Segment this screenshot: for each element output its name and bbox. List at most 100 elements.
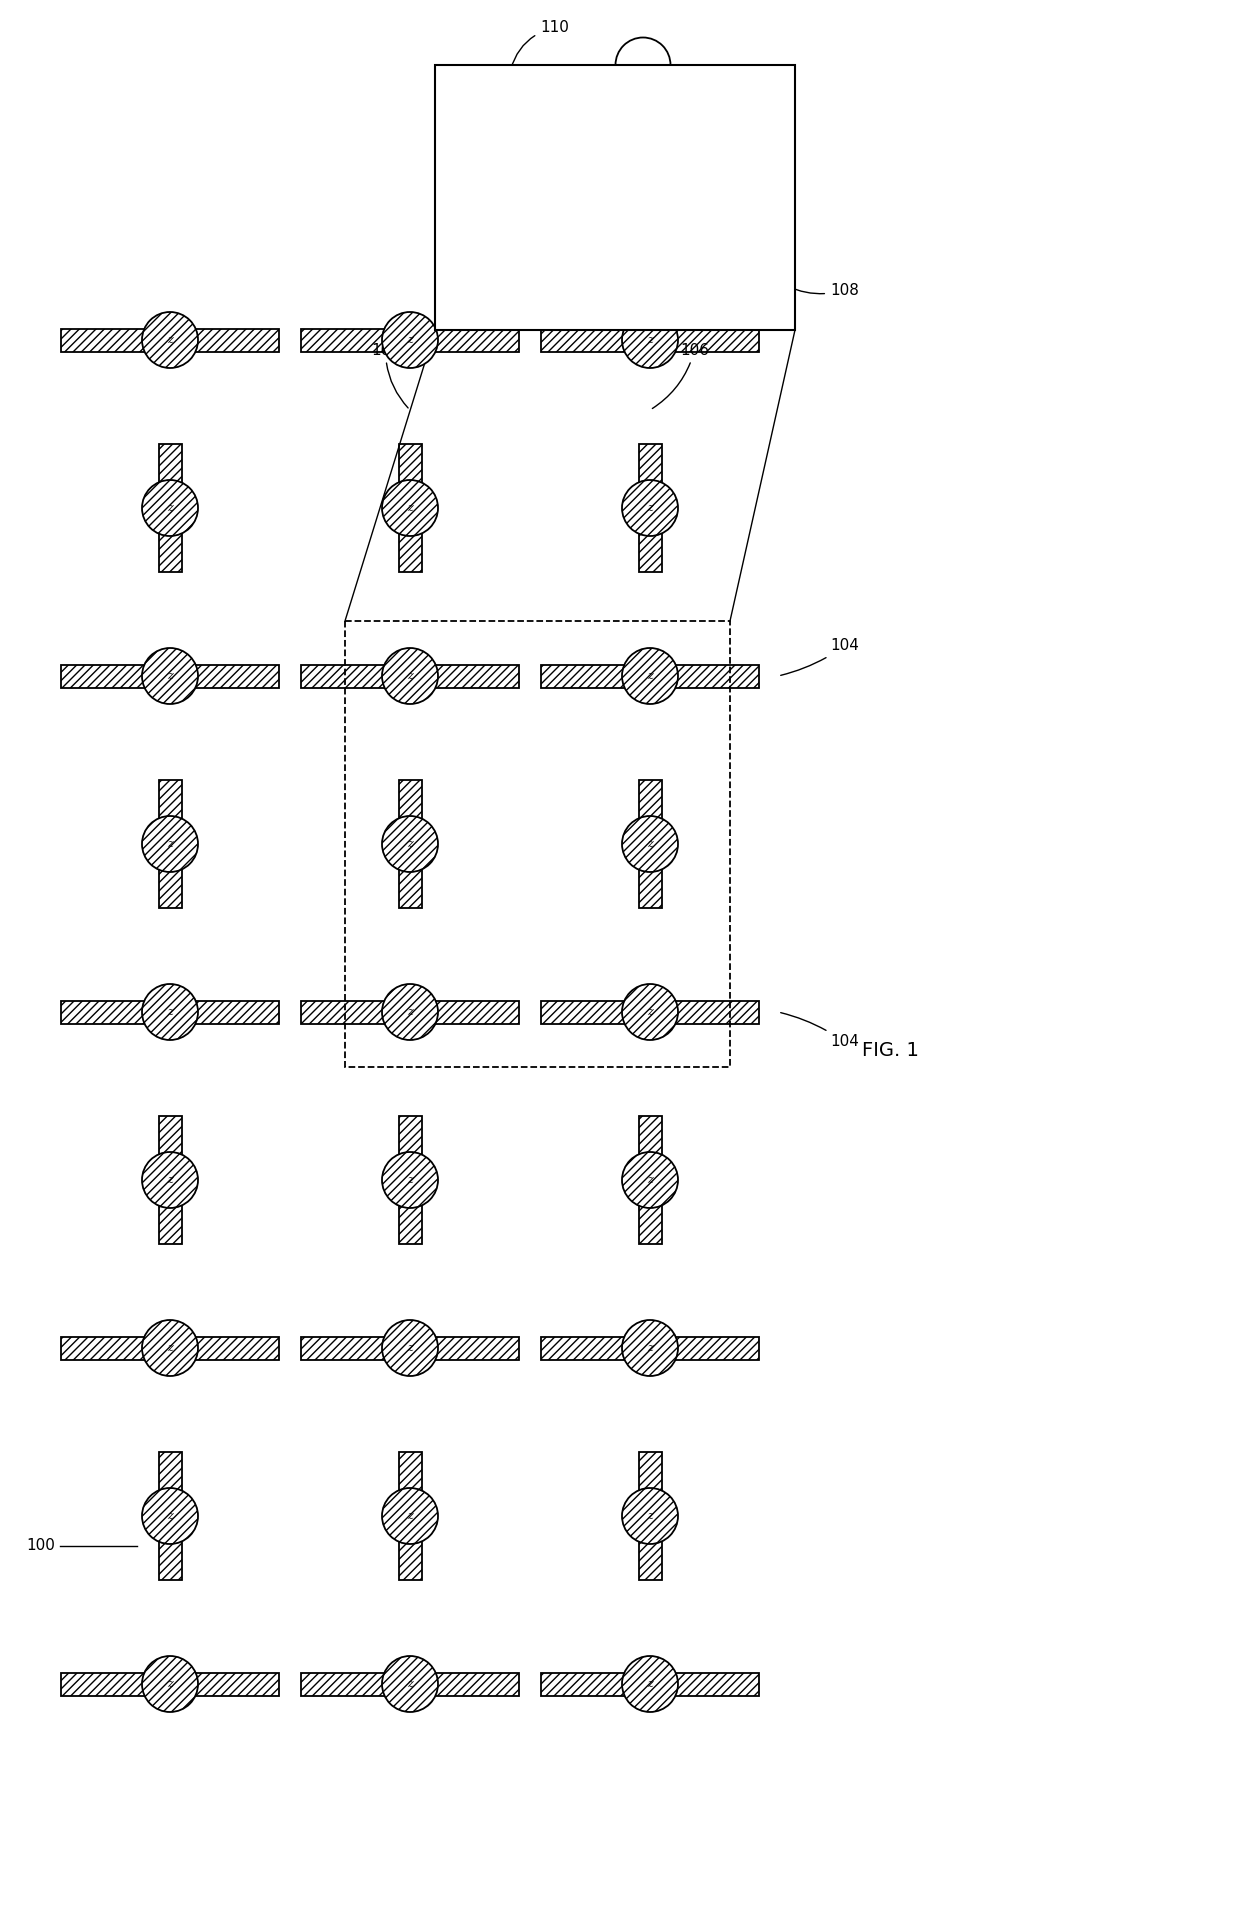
Text: z: z: [167, 1008, 172, 1017]
Text: z: z: [407, 335, 413, 344]
Bar: [301, 1673, 396, 1696]
Circle shape: [382, 1488, 438, 1545]
Bar: [663, 329, 759, 352]
Circle shape: [382, 1656, 438, 1711]
Text: 110: 110: [511, 19, 569, 69]
Text: z: z: [407, 503, 413, 512]
Text: z: z: [407, 1342, 413, 1354]
Bar: [61, 329, 156, 352]
Circle shape: [143, 816, 198, 872]
Text: z: z: [407, 839, 413, 849]
Text: z: z: [647, 1008, 653, 1017]
Circle shape: [622, 1488, 678, 1545]
Bar: [398, 1193, 422, 1245]
Bar: [184, 665, 279, 688]
Circle shape: [622, 1319, 678, 1377]
Circle shape: [143, 1319, 198, 1377]
Circle shape: [143, 648, 198, 704]
Text: z: z: [407, 671, 413, 681]
Bar: [159, 1451, 181, 1503]
Text: z: z: [647, 335, 653, 344]
Text: FIG. 1: FIG. 1: [862, 1040, 919, 1059]
Bar: [159, 780, 181, 830]
Bar: [639, 1451, 661, 1503]
Text: z: z: [167, 503, 172, 512]
Bar: [159, 1193, 181, 1245]
Text: z: z: [637, 279, 642, 291]
Circle shape: [622, 1153, 678, 1208]
Bar: [541, 1336, 636, 1359]
Bar: [639, 1530, 661, 1579]
Bar: [159, 444, 181, 493]
Text: 100: 100: [26, 1539, 55, 1553]
Circle shape: [143, 480, 198, 535]
Circle shape: [382, 480, 438, 535]
Bar: [663, 1000, 759, 1023]
Bar: [61, 1336, 156, 1359]
Bar: [159, 858, 181, 908]
Bar: [424, 665, 520, 688]
Circle shape: [382, 985, 438, 1040]
Bar: [663, 1673, 759, 1696]
Bar: [657, 272, 768, 298]
Text: z: z: [647, 1176, 653, 1185]
Text: z: z: [407, 1008, 413, 1017]
Bar: [424, 1336, 520, 1359]
Bar: [398, 1451, 422, 1503]
Circle shape: [622, 648, 678, 704]
Text: z: z: [647, 671, 653, 681]
Bar: [61, 665, 156, 688]
Bar: [663, 665, 759, 688]
Text: z: z: [167, 1176, 172, 1185]
Text: z: z: [407, 1176, 413, 1185]
Bar: [496, 193, 525, 268]
Bar: [398, 1530, 422, 1579]
Bar: [639, 522, 661, 572]
Bar: [541, 665, 636, 688]
Bar: [639, 444, 661, 493]
Bar: [398, 780, 422, 830]
Circle shape: [605, 250, 675, 319]
Circle shape: [382, 648, 438, 704]
Bar: [61, 1673, 156, 1696]
Text: z: z: [647, 1679, 653, 1688]
Text: z: z: [167, 671, 172, 681]
Circle shape: [622, 312, 678, 367]
Bar: [424, 329, 520, 352]
Bar: [301, 1336, 396, 1359]
Bar: [639, 1193, 661, 1245]
Bar: [184, 1336, 279, 1359]
Circle shape: [143, 1656, 198, 1711]
Text: z: z: [167, 1679, 172, 1688]
Text: z: z: [167, 335, 172, 344]
Circle shape: [622, 480, 678, 535]
Bar: [159, 522, 181, 572]
Circle shape: [143, 1153, 198, 1208]
Text: 104: 104: [781, 1013, 859, 1050]
Text: z: z: [647, 503, 653, 512]
Circle shape: [622, 816, 678, 872]
Bar: [398, 1117, 422, 1166]
Circle shape: [382, 1153, 438, 1208]
Bar: [541, 1000, 636, 1023]
Bar: [496, 82, 525, 157]
Bar: [398, 444, 422, 493]
Bar: [541, 1673, 636, 1696]
Bar: [184, 1673, 279, 1696]
Circle shape: [143, 1488, 198, 1545]
Bar: [159, 1117, 181, 1166]
Text: 108: 108: [787, 283, 859, 298]
Circle shape: [382, 1319, 438, 1377]
Bar: [301, 665, 396, 688]
Bar: [424, 1673, 520, 1696]
Bar: [184, 329, 279, 352]
Bar: [61, 1000, 156, 1023]
Bar: [301, 1000, 396, 1023]
Text: z: z: [647, 1510, 653, 1522]
Bar: [424, 1000, 520, 1023]
Bar: [301, 329, 396, 352]
Bar: [512, 272, 622, 298]
Bar: [345, 621, 730, 1067]
Circle shape: [143, 312, 198, 367]
Text: z: z: [167, 1342, 172, 1354]
